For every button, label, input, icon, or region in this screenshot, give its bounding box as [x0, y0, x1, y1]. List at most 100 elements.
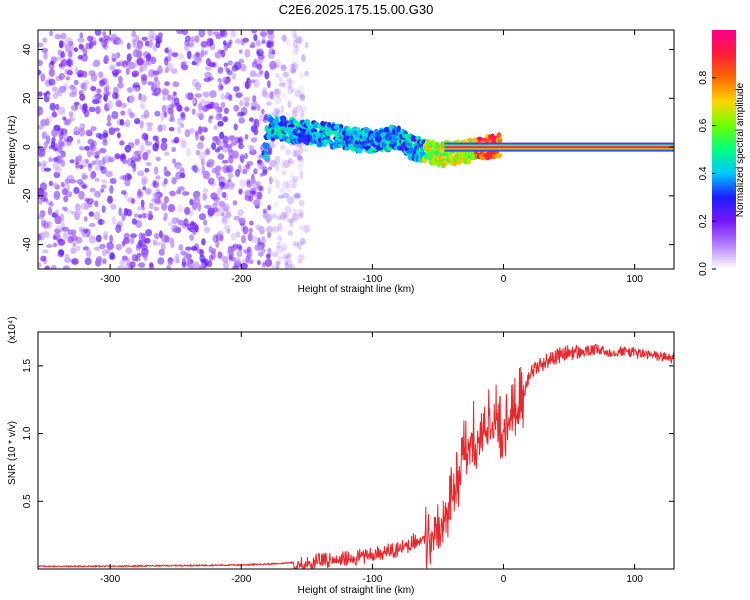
noise-blob: [261, 248, 267, 253]
noise-blob: [291, 69, 296, 75]
noise-blob: [233, 123, 238, 131]
noise-blob: [53, 190, 61, 200]
snr-series-line: [38, 343, 674, 569]
noise-blob: [238, 58, 245, 64]
noise-blob: [208, 76, 214, 81]
noise-blob: [253, 34, 258, 42]
noise-blob: [88, 211, 95, 217]
noise-blob: [167, 107, 174, 115]
x-tick-label: -100: [362, 274, 382, 285]
noise-blob: [66, 175, 75, 182]
noise-blob: [302, 147, 309, 153]
noise-blob: [194, 224, 199, 233]
noise-blob: [240, 262, 248, 269]
colorbar-tick-label: 0.2: [698, 214, 709, 228]
noise-blob: [52, 110, 57, 117]
noise-blob: [217, 146, 223, 151]
noise-blob: [73, 126, 80, 135]
noise-blob: [65, 37, 73, 44]
noise-blob: [300, 240, 307, 246]
noise-blob: [293, 193, 301, 200]
noise-blob: [131, 198, 136, 204]
noise-blob: [49, 60, 55, 66]
noise-blob: [54, 228, 62, 234]
noise-blob: [176, 53, 185, 60]
noise-blob: [223, 141, 229, 148]
trace-blob: [263, 154, 269, 161]
noise-blob: [248, 227, 253, 234]
noise-blob: [106, 249, 110, 255]
noise-blob: [271, 264, 279, 269]
noise-blob: [160, 142, 168, 151]
noise-blob: [257, 260, 261, 266]
noise-blob: [78, 164, 84, 170]
noise-blob: [273, 201, 279, 208]
noise-blob: [301, 54, 306, 63]
noise-blob: [129, 261, 136, 268]
noise-blob: [298, 145, 304, 155]
noise-blob: [259, 172, 264, 177]
noise-blob: [281, 180, 289, 188]
spectrogram-x-label: Height of straight line (km): [298, 284, 415, 295]
noise-blob: [208, 245, 213, 254]
trace-blob: [375, 131, 380, 137]
noise-blob: [191, 60, 197, 66]
snr-frame: [37, 331, 675, 570]
noise-blob: [240, 63, 247, 72]
noise-blob: [57, 238, 66, 246]
noise-blob: [109, 37, 115, 42]
noise-blob: [290, 264, 296, 269]
trace-blob: [496, 132, 502, 139]
noise-blob: [283, 253, 291, 259]
x-tick-label: 100: [626, 274, 643, 285]
noise-blob: [209, 90, 217, 98]
noise-blob: [259, 226, 265, 235]
noise-blob: [249, 187, 257, 195]
noise-blob: [144, 167, 150, 173]
noise-blob: [268, 176, 273, 185]
noise-blob: [223, 203, 230, 212]
noise-blob: [275, 164, 280, 173]
noise-blob: [117, 132, 121, 139]
noise-blob: [90, 171, 94, 180]
noise-blob: [220, 101, 226, 109]
noise-blob: [91, 71, 95, 78]
noise-blob: [45, 118, 50, 126]
noise-blob: [273, 88, 280, 95]
noise-blob: [145, 53, 152, 62]
noise-blob: [136, 243, 142, 249]
noise-blob: [118, 75, 123, 83]
noise-blob: [299, 156, 304, 164]
noise-blob: [297, 209, 305, 217]
noise-blob: [161, 88, 169, 96]
noise-blob: [215, 113, 223, 121]
noise-blob: [94, 177, 100, 182]
noise-blob: [148, 39, 154, 48]
noise-blob: [258, 251, 264, 257]
noise-blob: [139, 120, 144, 129]
noise-blob: [288, 80, 296, 85]
noise-blob: [101, 184, 107, 189]
noise-blob: [299, 71, 304, 80]
noise-blob: [122, 159, 128, 165]
noise-blob: [46, 220, 53, 229]
noise-blob: [212, 234, 219, 243]
noise-blob: [196, 248, 204, 254]
noise-blob: [181, 64, 189, 71]
snr-y-label: SNR (10 * v/v): [7, 421, 18, 485]
noise-blob: [48, 180, 53, 186]
noise-blob: [153, 166, 159, 175]
noise-blob: [297, 154, 302, 161]
noise-blob: [82, 228, 89, 234]
noise-blob: [80, 82, 86, 90]
noise-blob: [292, 48, 299, 56]
noise-blob: [99, 166, 105, 171]
trace-blob: [476, 136, 483, 141]
noise-blob: [275, 260, 282, 265]
noise-blob: [147, 81, 154, 86]
noise-blob: [88, 235, 96, 244]
noise-blob: [71, 258, 79, 265]
noise-blob: [297, 258, 303, 264]
noise-blob: [54, 87, 60, 96]
noise-blob: [75, 245, 81, 252]
